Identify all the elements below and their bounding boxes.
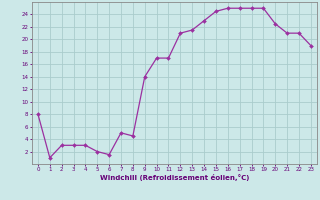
X-axis label: Windchill (Refroidissement éolien,°C): Windchill (Refroidissement éolien,°C) [100,174,249,181]
